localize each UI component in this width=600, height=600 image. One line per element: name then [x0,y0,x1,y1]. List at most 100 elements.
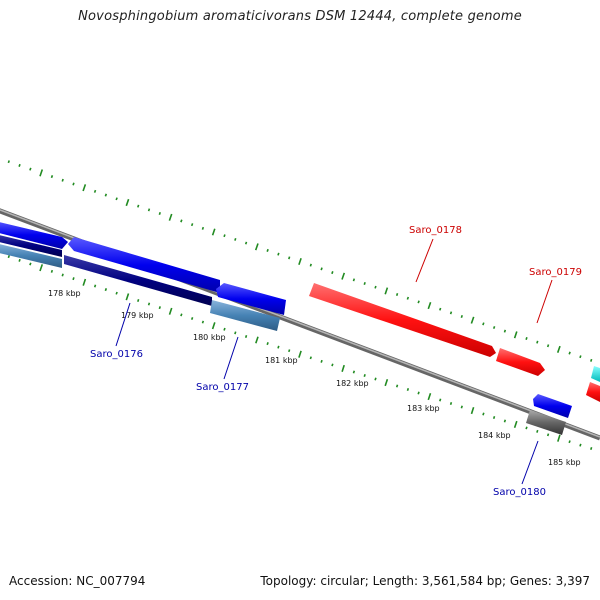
inner-tick-mark [18,258,21,262]
saro0178-label[interactable]: Saro_0178 [409,225,462,236]
gene-arrow-red-edge[interactable] [586,382,600,402]
inner-tick-mark [395,384,399,388]
outer-tick-mark [158,212,161,216]
saro0176-gene-arrow[interactable] [68,237,220,293]
inner-tick-mark [61,273,64,277]
outer-tick-mark [180,219,183,223]
gene-arrow-gray[interactable] [526,410,566,435]
saro0179-label[interactable]: Saro_0179 [529,267,582,278]
outer-tick-mark [449,311,453,315]
gene-arrow-forward-1[interactable] [0,221,68,249]
inner-tick-mark [503,419,507,423]
outer-tick-mark [482,322,485,326]
outer-tick-mark [266,248,269,252]
accession-text: Accession: NC_007794 [9,574,146,588]
outer-tick-mark [298,257,302,266]
inner-tick-mark [536,429,539,433]
inner-tick-mark [568,440,571,444]
inner-tick-mark [492,416,496,419]
outer-tick-mark [590,358,593,362]
inner-tick-mark [125,293,130,301]
inner-tick-mark [579,443,582,447]
inner-tick-mark [352,370,356,374]
inner-tick-mark [374,377,377,381]
gene-arrow-steel-2[interactable] [210,300,280,331]
outer-tick-mark [568,351,571,355]
outer-tick-mark [492,326,496,329]
outer-tick-mark [82,184,87,192]
inner-tick-mark [72,277,75,281]
outer-tick-mark [546,344,550,348]
inner-tick-mark [234,331,237,335]
inner-tick-mark [190,317,194,320]
kbp-label: 183 kbp [407,404,440,413]
outer-tick-ring [7,160,593,362]
outer-tick-mark [61,178,64,182]
inner-tick-mark [557,434,561,442]
inner-tick-mark [201,320,205,324]
outer-tick-mark [277,252,280,256]
gene-arrow-steel-1[interactable] [0,243,62,268]
saro0179-gene-arrow[interactable] [496,348,545,376]
inner-tick-mark [180,313,183,317]
kbp-label: 182 kbp [336,379,369,388]
saro0180-gene-arrow[interactable] [533,394,572,418]
outer-tick-mark [18,163,21,167]
outer-tick-mark [288,256,291,260]
saro0178-gene-arrow[interactable] [309,283,496,357]
outer-tick-mark [190,223,194,227]
outer-tick-mark [93,189,97,193]
outer-tick-mark [395,293,399,297]
inner-tick-mark [309,356,312,360]
outer-tick-mark [223,234,226,238]
outer-tick-mark [137,204,140,208]
saro0176-leader-line [115,302,131,347]
kbp-scale: 178 kbp 179 kbp 180 kbp 181 kbp 182 kbp … [48,289,581,467]
inner-tick-mark [211,322,216,330]
outer-tick-mark [39,169,44,177]
inner-tick-mark [449,402,453,406]
inner-tick-mark [158,306,161,310]
saro0179-leader-line [536,279,553,324]
inner-tick-mark [363,374,366,377]
inner-tick-mark [93,284,97,288]
outer-tick-mark [427,301,432,310]
inner-tick-mark [331,363,334,367]
inner-tick-mark [298,350,302,358]
outer-tick-mark [147,208,151,212]
inner-tick-mark [168,307,173,315]
outer-tick-mark [320,267,323,271]
inner-tick-mark [513,420,518,429]
outer-tick-mark [460,315,463,319]
kbp-label: 184 kbp [478,431,511,440]
saro0177-label[interactable]: Saro_0177 [196,382,249,393]
outer-tick-mark [579,355,582,359]
outer-tick-mark [331,271,334,275]
gene-arrow-navy-2[interactable] [64,255,212,306]
gene-arrow-navy-1[interactable] [0,234,62,257]
saro0180-label[interactable]: Saro_0180 [493,487,546,498]
saro0178-leader-line [415,238,434,283]
inner-tick-mark [82,278,87,286]
outer-tick-mark [72,182,75,186]
outer-tick-mark [168,213,173,221]
inner-tick-mark [341,364,345,373]
inner-tick-mark [482,412,485,416]
outer-tick-mark [309,263,312,267]
inner-tick-mark [137,298,140,302]
saro0177-gene-arrow[interactable] [216,283,286,315]
outer-tick-mark [556,345,561,353]
outer-tick-mark [352,278,356,282]
gene-arrow-cyan-edge[interactable] [591,366,600,382]
inner-tick-mark [147,302,151,306]
inner-tick-mark [546,433,550,437]
inner-tick-mark [104,288,108,292]
inner-tick-ring [7,255,593,451]
outer-tick-mark [29,167,32,171]
inner-tick-mark [266,342,269,346]
saro0177-leader-line [223,336,239,380]
saro0176-label[interactable]: Saro_0176 [90,349,143,360]
outer-tick-mark [254,243,259,251]
outer-tick-mark [211,228,216,236]
